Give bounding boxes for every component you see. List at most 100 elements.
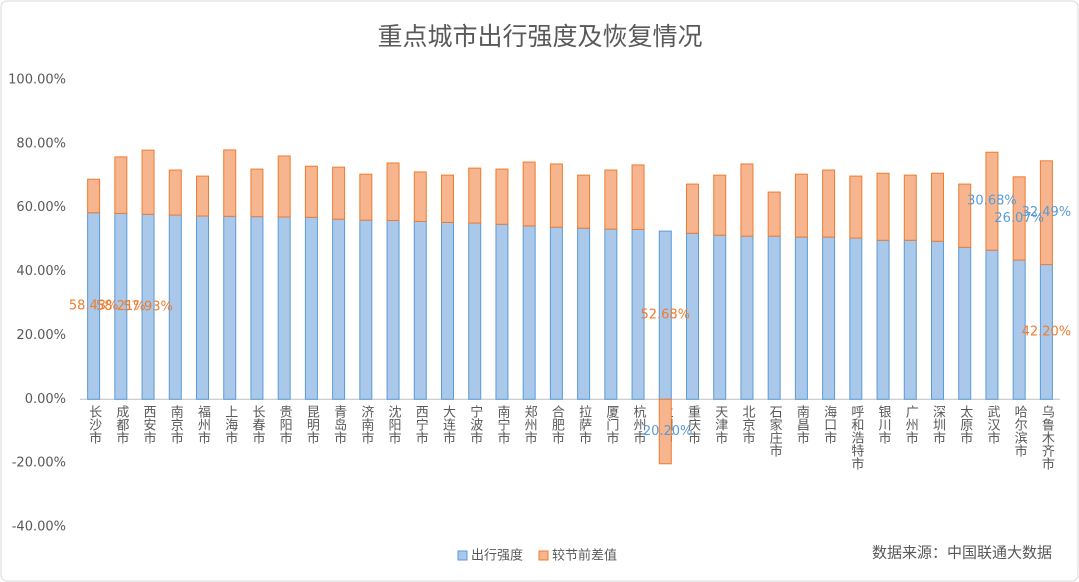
data-label: 57.93% <box>123 299 173 314</box>
bar-segment <box>876 239 890 400</box>
x-tick-label: 广州市 <box>903 405 919 444</box>
y-tick-label: 20.00% <box>16 328 66 343</box>
bar-segment <box>1039 160 1053 266</box>
x-tick-label: 深圳市 <box>930 405 946 444</box>
data-label: -20.20% <box>638 424 692 439</box>
bar-segment <box>931 240 944 400</box>
source-note: 数据来源：中国联通大数据 <box>872 544 1052 562</box>
bar-segment <box>794 236 808 400</box>
bar-segment <box>413 220 427 400</box>
bar-segment <box>767 235 781 400</box>
x-tick-label: 拉萨市 <box>576 405 592 444</box>
bar-segment <box>604 228 618 400</box>
bar-segment <box>441 221 454 400</box>
x-tick-label: 昆明市 <box>304 405 320 444</box>
data-label: 58.21% <box>96 299 146 314</box>
bar-segment <box>985 151 999 251</box>
x-tick-label: 天津市 <box>712 405 728 444</box>
bar-segment <box>931 172 944 242</box>
bar-segment <box>522 161 536 227</box>
x-tick-label: 福州市 <box>195 405 211 444</box>
x-tick-label: 呼和浩特市 <box>848 405 864 470</box>
bar-segment <box>304 165 318 218</box>
x-tick-label: 海口市 <box>821 405 837 444</box>
y-tick-label: 0.00% <box>25 392 66 407</box>
x-tick-label: 哈尔滨市 <box>1012 405 1028 457</box>
x-tick-label: 长春市 <box>249 405 265 444</box>
bar-segment <box>196 215 209 400</box>
bar-segment <box>168 169 182 216</box>
bar-segment <box>822 236 836 400</box>
bar-segment <box>386 219 400 400</box>
bar-segment <box>277 155 291 218</box>
bar-segment <box>903 174 917 241</box>
x-tick-label: 南昌市 <box>794 405 810 445</box>
legend-label: 出行强度 <box>471 548 523 564</box>
bar-segment <box>958 183 972 248</box>
x-tick-label: 郑州市 <box>522 405 538 444</box>
x-tick-label: 厦门市 <box>603 405 619 444</box>
bar-segment <box>740 235 754 400</box>
x-tick-label: 大连市 <box>440 405 456 444</box>
data-label: 58.43% <box>69 299 119 314</box>
bar-segment <box>413 171 427 222</box>
bar-segment <box>114 156 128 214</box>
x-tick-label: 石家庄市 <box>767 405 783 457</box>
data-label: 52.68% <box>640 308 690 323</box>
x-tick-label: 西安市 <box>141 405 157 444</box>
data-label: 42.20% <box>1022 324 1072 339</box>
chart-title: 重点城市出行强度及恢复情况 <box>377 22 702 51</box>
bar-segment <box>359 219 373 400</box>
legend-swatch <box>538 550 549 561</box>
bar-segment <box>495 168 509 225</box>
x-tick-label: 太原市 <box>957 405 973 444</box>
bar-segment <box>767 191 781 237</box>
bar-segment <box>549 226 563 400</box>
x-tick-label: 上海市 <box>222 405 238 444</box>
bar-segment <box>849 175 863 239</box>
y-tick-label: 60.00% <box>16 200 66 215</box>
bar-segment <box>686 183 699 234</box>
x-tick-label: 青岛市 <box>331 405 347 444</box>
bar-segment <box>332 218 346 400</box>
x-tick-label: 银川市 <box>876 405 892 444</box>
bar-segment <box>604 169 618 230</box>
legend-label: 较节前差值 <box>552 548 617 564</box>
bar-segment <box>876 172 890 241</box>
x-tick-label: 长沙市 <box>86 405 102 444</box>
bar-segment <box>468 222 482 400</box>
y-tick-label: -20.00% <box>12 456 66 471</box>
bar-segment <box>631 164 645 230</box>
bar-segment <box>196 175 209 217</box>
data-label: 26.07% <box>994 211 1044 226</box>
bar-segment <box>522 225 536 400</box>
y-tick-label: 80.00% <box>16 136 66 151</box>
bar-segment <box>386 162 400 221</box>
bar-segment <box>985 249 999 400</box>
y-tick-label: -40.00% <box>12 520 66 535</box>
x-tick-label: 重庆市 <box>685 405 701 445</box>
x-tick-label: 贵阳市 <box>277 405 293 444</box>
x-tick-label: 北京市 <box>739 405 755 444</box>
x-tick-label: 沈阳市 <box>386 405 402 444</box>
bar-segment <box>250 168 264 218</box>
x-tick-label: 合肥市 <box>549 405 565 444</box>
y-tick-label: 40.00% <box>16 264 66 279</box>
bar-segment <box>822 169 836 238</box>
bar-segment <box>903 239 917 400</box>
bar-segment <box>359 173 373 221</box>
bar-segment <box>658 398 672 465</box>
bar-segment <box>332 166 346 220</box>
bar-segment <box>713 234 727 400</box>
bar-segment <box>849 237 863 400</box>
bar-segment <box>794 173 808 238</box>
bar-segment <box>304 216 318 400</box>
bar-segment <box>141 149 155 215</box>
bar-segment <box>495 223 509 400</box>
bar-segment <box>1012 176 1026 261</box>
bar-segment <box>223 215 237 400</box>
bar-segment <box>958 246 972 400</box>
x-tick-label: 杭州市 <box>631 405 647 444</box>
